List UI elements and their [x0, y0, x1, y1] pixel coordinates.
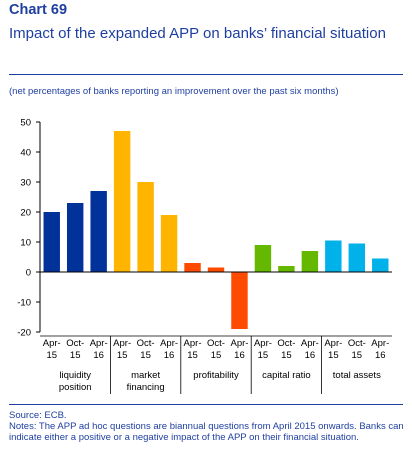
- x-tick-label-month: Apr-: [254, 338, 272, 349]
- bar-liquidity-position: [90, 191, 107, 272]
- x-tick-label-year: 15: [117, 350, 128, 361]
- group-label: profitability: [193, 370, 239, 381]
- group-label: capital ratio: [262, 370, 311, 381]
- x-tick-label-year: 15: [46, 350, 57, 361]
- group-label: position: [59, 382, 92, 393]
- y-tick-label: 40: [20, 148, 31, 159]
- bar-market-financing: [113, 131, 131, 272]
- group-label: market: [131, 370, 160, 381]
- x-tick-label-month: Apr-: [371, 338, 389, 349]
- x-tick-label-month: Apr-: [113, 338, 131, 349]
- x-tick-label-year: 15: [281, 350, 292, 361]
- x-tick-label-month: Apr-: [230, 338, 248, 349]
- x-tick-label-year: 16: [164, 350, 175, 361]
- x-tick-label-year: 15: [328, 350, 339, 361]
- y-tick-label: 10: [20, 238, 31, 249]
- bar-liquidity-position: [66, 203, 84, 272]
- x-tick-label-year: 15: [211, 350, 222, 361]
- y-tick-label: -10: [17, 298, 31, 309]
- chart-title: Impact of the expanded APP on banks’ fin…: [9, 25, 386, 42]
- footer-rule: [9, 404, 403, 405]
- x-tick-label-month: Oct-: [137, 338, 155, 349]
- x-tick-label-year: 16: [234, 350, 245, 361]
- chart-footer: Source: ECB. Notes: The APP ad hoc quest…: [9, 410, 405, 456]
- bar-market-financing: [160, 215, 178, 272]
- chart-number: Chart 69: [9, 2, 68, 18]
- x-tick-label-year: 16: [93, 350, 104, 361]
- bar-total-assets: [325, 240, 342, 272]
- title-rule: [9, 74, 403, 75]
- y-tick-label: -20: [17, 328, 31, 339]
- bar-profitability: [207, 267, 225, 272]
- group-label: liquidity: [59, 370, 91, 381]
- notes-text: Notes: The APP ad hoc questions are bian…: [9, 421, 404, 443]
- bar-capital-ratio: [278, 266, 295, 272]
- chart-subtitle: (net percentages of banks reporting an i…: [9, 86, 339, 97]
- x-tick-label-month: Oct-: [348, 338, 366, 349]
- bar-capital-ratio: [301, 251, 319, 272]
- x-tick-label-month: Oct-: [207, 338, 225, 349]
- bar-capital-ratio: [254, 245, 272, 272]
- x-tick-label-month: Oct-: [277, 338, 295, 349]
- x-tick-label-year: 16: [305, 350, 316, 361]
- x-tick-label-month: Apr-: [160, 338, 178, 349]
- bar-chart: 50403020100-10-20Apr-15Oct-15Apr-16liqui…: [17, 118, 392, 394]
- x-tick-label-year: 16: [375, 350, 386, 361]
- x-tick-label-year: 15: [352, 350, 363, 361]
- y-tick-label: 0: [26, 268, 31, 279]
- group-label: financing: [127, 382, 165, 393]
- source-note: Source: ECB.: [9, 410, 67, 421]
- x-tick-label-year: 15: [258, 350, 269, 361]
- x-tick-label-year: 15: [187, 350, 198, 361]
- x-tick-label-year: 15: [140, 350, 151, 361]
- x-tick-label-month: Oct-: [66, 338, 84, 349]
- x-tick-label-year: 15: [70, 350, 81, 361]
- bar-total-assets: [372, 258, 389, 272]
- bar-market-financing: [137, 182, 154, 272]
- bar-total-assets: [348, 243, 366, 272]
- x-tick-label-month: Apr-: [301, 338, 319, 349]
- x-tick-label-month: Apr-: [184, 338, 202, 349]
- bar-profitability: [231, 272, 248, 329]
- y-tick-label: 50: [20, 118, 31, 129]
- group-label: total assets: [333, 370, 381, 381]
- x-tick-label-month: Apr-: [43, 338, 61, 349]
- y-tick-label: 20: [20, 208, 31, 219]
- bar-liquidity-position: [43, 212, 60, 272]
- x-tick-label-month: Apr-: [90, 338, 108, 349]
- x-tick-label-month: Apr-: [324, 338, 342, 349]
- bar-profitability: [184, 263, 201, 272]
- y-tick-label: 30: [20, 178, 31, 189]
